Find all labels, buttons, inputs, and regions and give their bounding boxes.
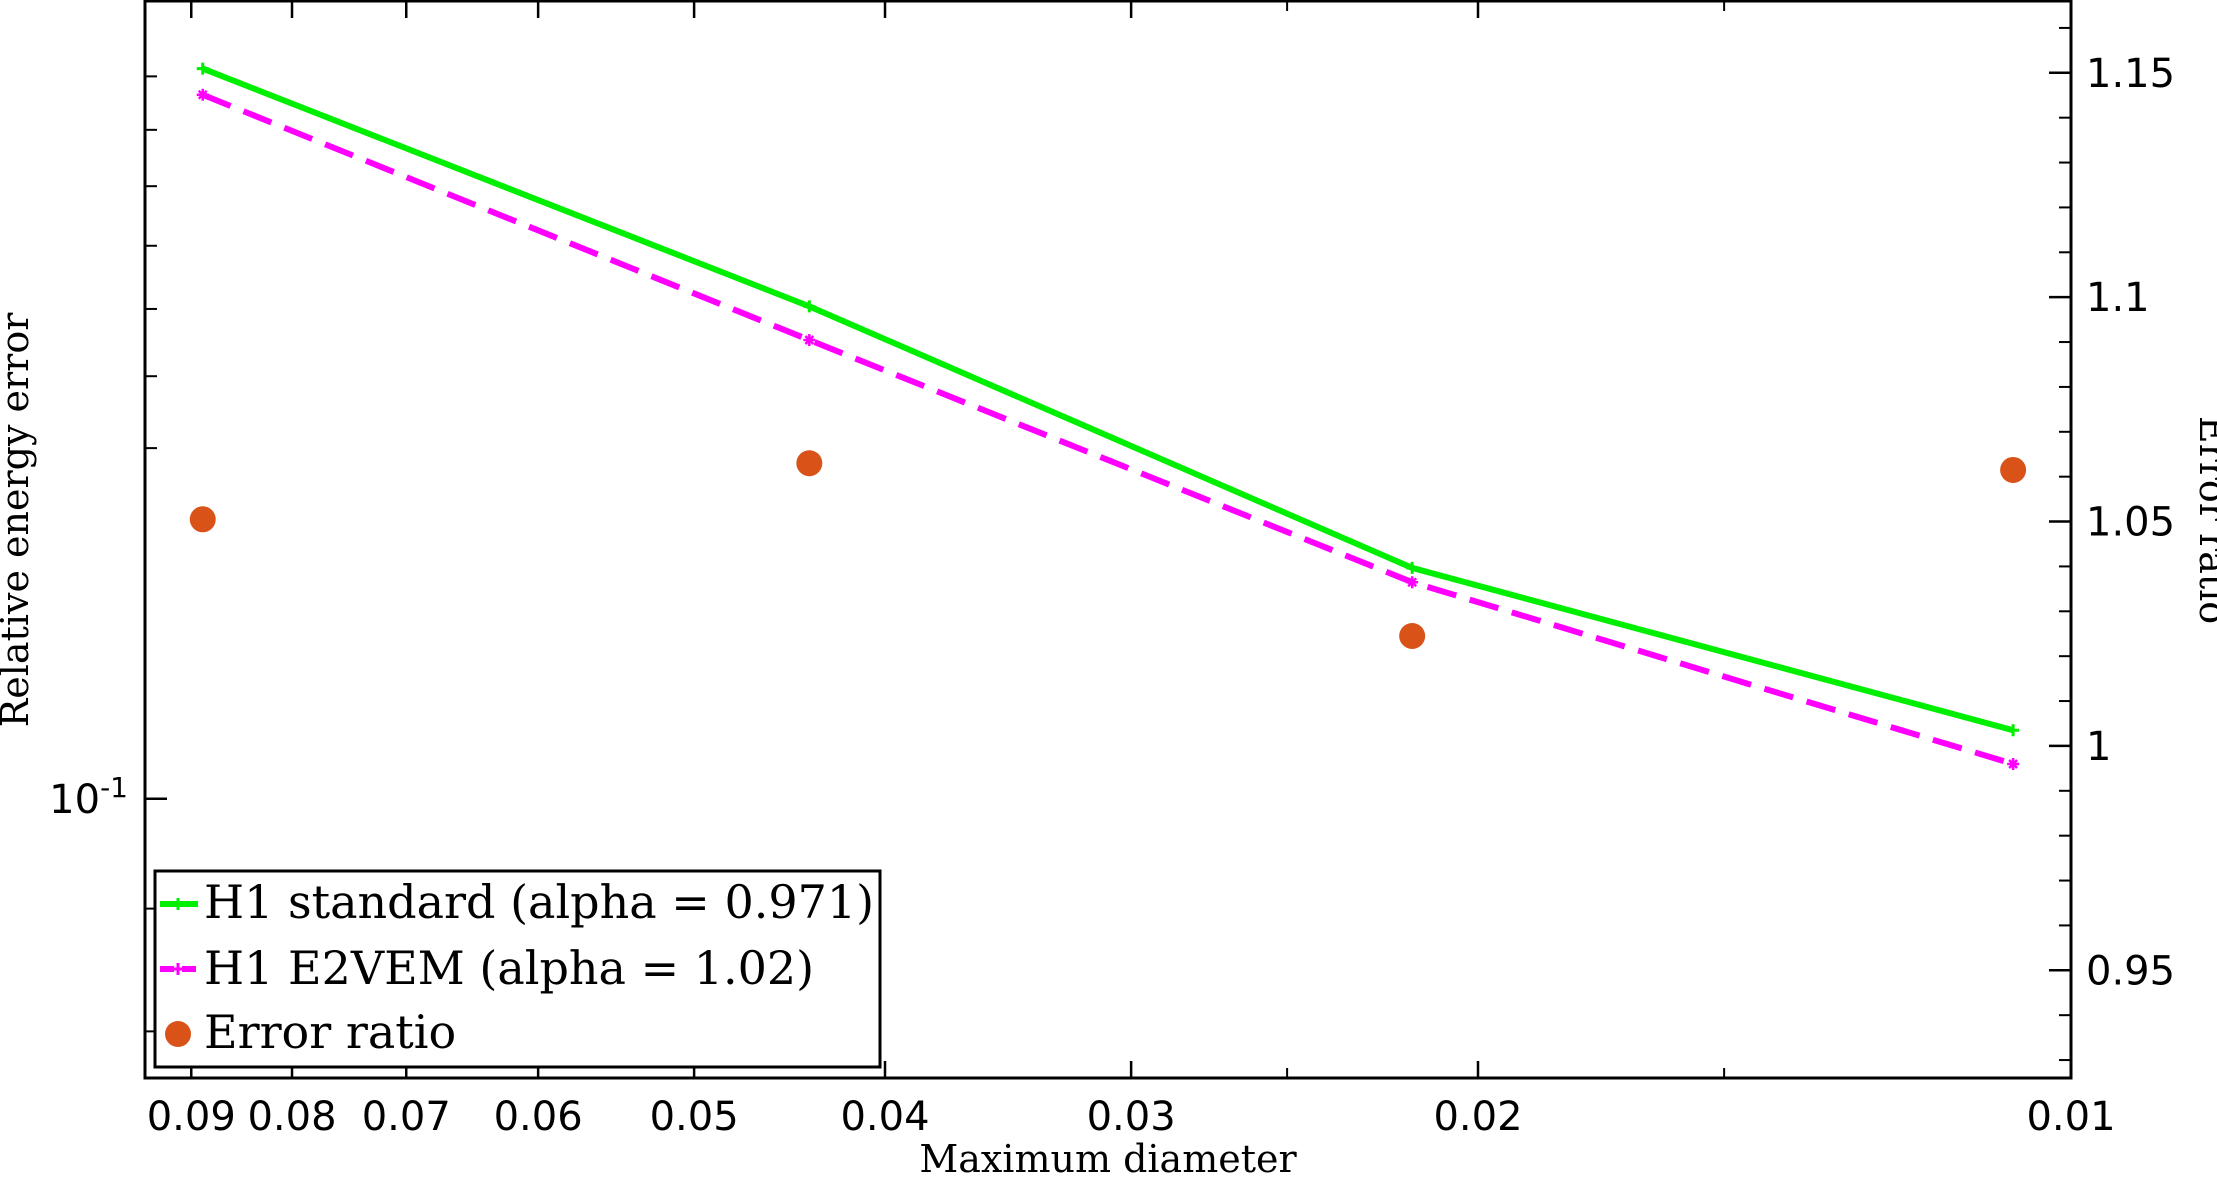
x-tick-label: 0.09 xyxy=(147,1094,236,1140)
y2-tick-label: 0.95 xyxy=(2086,948,2175,994)
y-tick-labels: 10-1 xyxy=(49,771,128,823)
right-axis-ticks xyxy=(2049,26,2071,1062)
plot-frame xyxy=(143,0,2073,1080)
x-tick-label: 0.07 xyxy=(362,1094,451,1140)
series-point-2 xyxy=(1399,622,1426,649)
y2-tick-labels: 0.95 1 1.05 1.1 1.15 xyxy=(2086,51,2175,994)
series-point-2 xyxy=(796,450,823,477)
series-point-0 xyxy=(2007,724,2020,737)
series-point-1 xyxy=(803,334,816,347)
series-point-2 xyxy=(2000,456,2027,483)
series-point-0 xyxy=(803,300,816,313)
legend: H1 standard (alpha = 0.971) H1 E2VEM (al… xyxy=(153,869,882,1069)
legend-swatch-marker-1 xyxy=(172,963,184,975)
x-tick-labels: 0.09 0.08 0.07 0.06 0.05 0.04 0.03 0.02 0.01 xyxy=(147,1094,2116,1140)
y2-tick-label: 1.1 xyxy=(2086,275,2150,321)
left-axis-ticks xyxy=(145,75,167,1033)
y-tick-label: 10-1 xyxy=(49,771,128,823)
series-point-2 xyxy=(189,506,216,533)
x-tick-label: 0.05 xyxy=(650,1094,739,1140)
y-axis-title: Relative energy error xyxy=(0,312,37,728)
legend-box xyxy=(153,869,882,1069)
x-tick-label: 0.02 xyxy=(1433,1094,1522,1140)
series-point-0 xyxy=(1406,561,1419,574)
x-tick-label: 0.03 xyxy=(1087,1094,1176,1140)
y2-tick-label: 1.05 xyxy=(2086,500,2175,546)
legend-swatch-2 xyxy=(165,1021,191,1047)
series-point-1 xyxy=(2007,757,2020,770)
legend-entry-error-ratio: Error ratio xyxy=(204,1005,456,1059)
legend-swatch-marker-0 xyxy=(172,898,184,910)
legend-swatches xyxy=(160,898,198,1047)
x-tick-label: 0.08 xyxy=(247,1094,336,1140)
legend-entry-h1-standard: H1 standard (alpha = 0.971) xyxy=(204,875,874,929)
series-point-0 xyxy=(196,62,209,75)
y2-axis-title: Error ratio xyxy=(2191,416,2217,624)
series-point-1 xyxy=(196,88,209,101)
legend-entry-h1-e2vem: H1 E2VEM (alpha = 1.02) xyxy=(204,941,814,995)
series-point-1 xyxy=(1406,576,1419,589)
y2-tick-label: 1.15 xyxy=(2086,51,2175,97)
series-line-1 xyxy=(201,91,2014,767)
x-tick-label: 0.04 xyxy=(840,1094,929,1140)
x-axis-title: Maximum diameter xyxy=(919,1137,1297,1178)
x-tick-label: 0.06 xyxy=(494,1094,583,1140)
y2-tick-label: 1 xyxy=(2086,724,2111,770)
series-line-0 xyxy=(201,65,2014,734)
series-layer xyxy=(189,62,2027,770)
x-tick-label: 0.01 xyxy=(2026,1094,2115,1140)
